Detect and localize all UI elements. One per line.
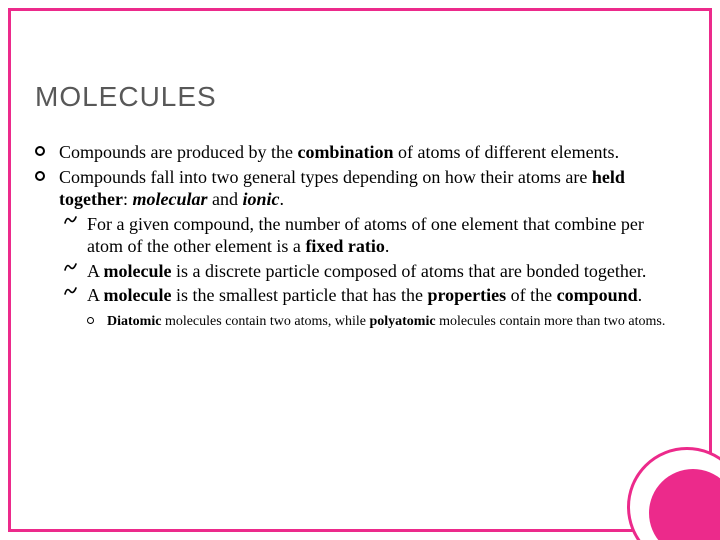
sub-bullet-list: For a given compound, the number of atom… bbox=[59, 213, 669, 331]
text-run: of atoms of different elements. bbox=[393, 142, 619, 162]
text-run: molecule bbox=[104, 285, 172, 305]
bullet-circle-icon bbox=[87, 317, 94, 324]
sub-bullet-text: A molecule is the smallest particle that… bbox=[87, 285, 642, 305]
slide-content: MOLECULES Compounds are produced by the … bbox=[35, 81, 669, 332]
sub-bullet-item: For a given compound, the number of atom… bbox=[59, 213, 669, 258]
subsub-bullet-text: Diatomic molecules contain two atoms, wh… bbox=[107, 314, 665, 329]
tilde-icon bbox=[63, 213, 79, 233]
text-run: . bbox=[280, 189, 285, 209]
slide-frame: MOLECULES Compounds are produced by the … bbox=[8, 8, 712, 532]
text-run: . bbox=[638, 285, 643, 305]
bullet-item: Compounds fall into two general types de… bbox=[35, 166, 669, 331]
tilde-icon bbox=[63, 260, 79, 280]
text-run: Diatomic bbox=[107, 314, 161, 329]
text-run: and bbox=[207, 189, 242, 209]
sub-bullet-text: For a given compound, the number of atom… bbox=[87, 214, 644, 257]
text-run: combination bbox=[297, 142, 393, 162]
bullet-item: Compounds are produced by the combinatio… bbox=[35, 141, 669, 164]
text-run: compound bbox=[557, 285, 638, 305]
text-run: ionic bbox=[242, 189, 279, 209]
subsub-bullet-list: Diatomic molecules contain two atoms, wh… bbox=[87, 313, 669, 331]
sub-bullet-text: A molecule is a discrete particle compos… bbox=[87, 261, 646, 281]
text-run: Compounds fall into two general types de… bbox=[59, 167, 592, 187]
text-run: is the smallest particle that has the bbox=[172, 285, 428, 305]
slide-title: MOLECULES bbox=[35, 81, 669, 113]
text-run: fixed ratio bbox=[305, 236, 384, 256]
text-run: molecule bbox=[104, 261, 172, 281]
text-run: molecules contain two atoms, while bbox=[161, 314, 369, 329]
tilde-icon bbox=[63, 284, 79, 304]
text-run: properties bbox=[427, 285, 506, 305]
text-run: is a discrete particle composed of atoms… bbox=[172, 261, 647, 281]
text-run: of the bbox=[506, 285, 556, 305]
text-run: molecules contain more than two atoms. bbox=[436, 314, 666, 329]
subsub-bullet-item: Diatomic molecules contain two atoms, wh… bbox=[87, 313, 669, 331]
text-run: polyatomic bbox=[369, 314, 435, 329]
text-run: molecular bbox=[132, 189, 207, 209]
bullet-text: Compounds are produced by the combinatio… bbox=[59, 142, 619, 162]
text-run: Compounds are produced by the bbox=[59, 142, 297, 162]
bullet-text: Compounds fall into two general types de… bbox=[59, 167, 625, 210]
text-run: A bbox=[87, 261, 104, 281]
text-run: A bbox=[87, 285, 104, 305]
bullet-circle-icon bbox=[35, 171, 45, 181]
bullet-list: Compounds are produced by the combinatio… bbox=[35, 141, 669, 330]
sub-bullet-item: A molecule is the smallest particle that… bbox=[59, 284, 669, 330]
sub-bullet-item: A molecule is a discrete particle compos… bbox=[59, 260, 669, 283]
bullet-circle-icon bbox=[35, 146, 45, 156]
text-run: . bbox=[385, 236, 390, 256]
